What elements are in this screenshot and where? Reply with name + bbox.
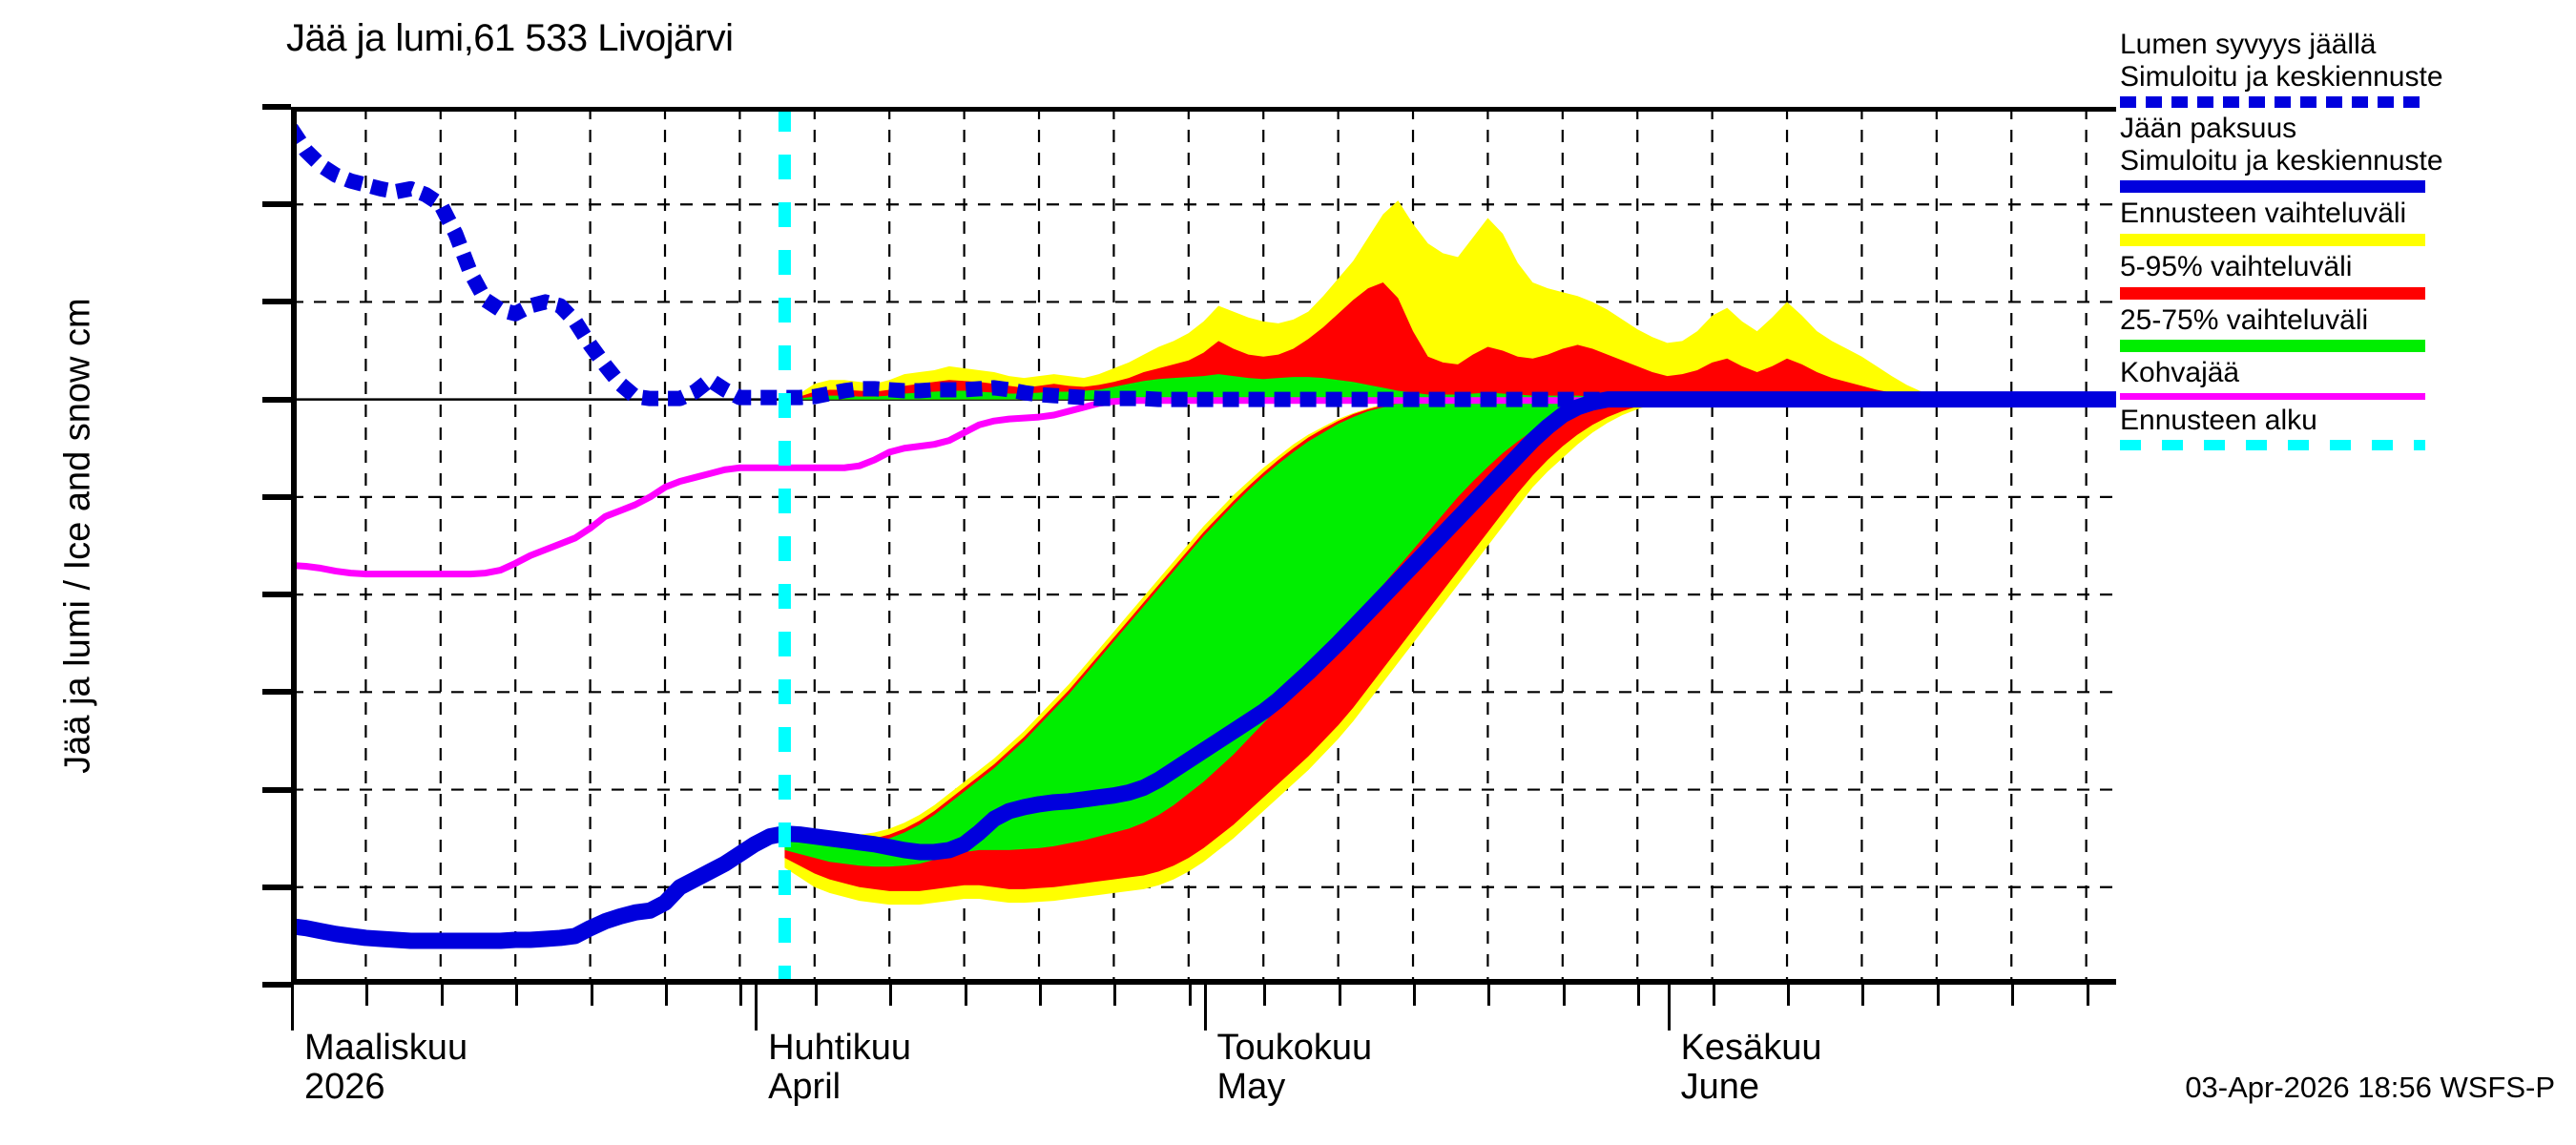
x-tick-label-en: May	[1216, 1067, 1286, 1108]
series-ice-thickness	[291, 391, 2116, 949]
band-25-75-ice	[784, 399, 1967, 867]
x-tick-mark	[1667, 985, 1671, 1030]
x-minor-tick-mark	[2011, 985, 2015, 1006]
legend-label: Kohvajää	[2120, 357, 2240, 389]
x-minor-tick-mark	[1787, 985, 1791, 1006]
legend-label: Lumen syvyys jäällä	[2120, 29, 2377, 60]
chart-canvas	[291, 107, 2116, 985]
legend-label: 25-75% vaihteluväli	[2120, 303, 2369, 336]
x-minor-tick-mark	[2086, 985, 2089, 1006]
legend-swatch-kohvajaa	[2120, 392, 2425, 400]
legend-sublabel: Simuloitu ja keskiennuste	[2120, 60, 2443, 93]
x-tick-label-en: 2026	[304, 1067, 385, 1108]
x-minor-tick-mark	[1039, 985, 1043, 1006]
x-tick-label: Huhtikuu April	[768, 1028, 912, 1108]
legend-swatch-forecast-start	[2120, 440, 2425, 451]
y-tick-mark	[262, 689, 291, 696]
x-tick-mark	[1203, 985, 1207, 1030]
x-minor-tick-mark	[665, 985, 668, 1006]
x-minor-tick-mark	[440, 985, 444, 1006]
band-5-95-snow	[784, 282, 1967, 400]
y-tick-mark	[262, 493, 291, 500]
x-minor-tick-mark	[1188, 985, 1192, 1006]
legend: Lumen syvyys jäällä Simuloitu ja keskien…	[2120, 29, 2568, 455]
legend-swatch-5-95-range	[2120, 286, 2425, 300]
y-tick-mark	[262, 104, 291, 110]
x-minor-tick-mark	[889, 985, 893, 1006]
x-minor-tick-mark	[515, 985, 519, 1006]
legend-swatch-forecast-range	[2120, 233, 2425, 246]
legend-item-forecast-start[interactable]: Ennusteen alku	[2120, 405, 2568, 451]
legend-sublabel: Simuloitu ja keskiennuste	[2120, 144, 2443, 177]
x-tick-label: Maaliskuu 2026	[304, 1028, 468, 1108]
x-tick-mark	[291, 985, 294, 1030]
y-axis-label: Jää ja lumi / Ice and snow cm	[57, 298, 98, 774]
x-tick-label: Kesäkuu June	[1680, 1028, 1822, 1108]
x-minor-tick-mark	[814, 985, 818, 1006]
y-tick-mark	[262, 299, 291, 305]
x-tick-mark	[755, 985, 758, 1030]
x-minor-tick-mark	[1113, 985, 1117, 1006]
x-minor-tick-mark	[291, 985, 294, 1006]
legend-item-forecast-range[interactable]: Ennusteen vaihteluväli	[2120, 198, 2568, 246]
x-tick-label-fi: Toukokuu	[1216, 1028, 1373, 1068]
x-minor-tick-mark	[1936, 985, 1940, 1006]
x-minor-tick-mark	[739, 985, 743, 1006]
y-tick-mark	[262, 592, 291, 598]
plot-area	[291, 107, 2116, 985]
x-tick-label-en: June	[1680, 1067, 1759, 1108]
uncertainty-bands	[784, 200, 1967, 906]
x-minor-tick-mark	[1712, 985, 1715, 1006]
legend-swatch-snow-depth	[2120, 96, 2425, 109]
x-tick-label-fi: Maaliskuu	[304, 1028, 468, 1068]
y-tick-mark	[262, 201, 291, 208]
y-tick-mark	[262, 982, 291, 988]
legend-swatch-25-75-range	[2120, 340, 2425, 353]
x-tick-label-fi: Huhtikuu	[768, 1028, 912, 1068]
page-title: Jää ja lumi,61 533 Livojärvi	[286, 17, 734, 59]
x-minor-tick-mark	[365, 985, 369, 1006]
x-minor-tick-mark	[1562, 985, 1566, 1006]
x-tick-label-fi: Kesäkuu	[1680, 1028, 1822, 1068]
x-tick-label-en: April	[768, 1067, 841, 1108]
x-minor-tick-mark	[590, 985, 593, 1006]
x-minor-tick-mark	[964, 985, 967, 1006]
legend-label: Jään paksuus	[2120, 113, 2297, 145]
x-tick-label: Toukokuu May	[1216, 1028, 1373, 1108]
y-tick-mark	[262, 884, 291, 890]
legend-item-snow-depth[interactable]: Lumen syvyys jäällä Simuloitu ja keskien…	[2120, 29, 2568, 109]
legend-label: Ennusteen alku	[2120, 404, 2317, 436]
x-minor-tick-mark	[1637, 985, 1641, 1006]
x-minor-tick-mark	[1338, 985, 1341, 1006]
series-snow-depth	[291, 124, 2116, 407]
legend-swatch-ice-thickness	[2120, 180, 2425, 194]
series-lines	[291, 124, 2116, 949]
legend-item-ice-thickness[interactable]: Jään paksuus Simuloitu ja keskiennuste	[2120, 113, 2568, 194]
y-tick-mark	[262, 396, 291, 403]
x-minor-tick-mark	[1263, 985, 1267, 1006]
x-minor-tick-mark	[1413, 985, 1417, 1006]
timestamp: 03-Apr-2026 18:56 WSFS-P	[2185, 1071, 2555, 1104]
x-minor-tick-mark	[1861, 985, 1865, 1006]
y-tick-mark	[262, 786, 291, 793]
legend-label: 5-95% vaihteluväli	[2120, 250, 2353, 282]
legend-item-5-95-range[interactable]: 5-95% vaihteluväli	[2120, 251, 2568, 300]
x-minor-tick-mark	[1487, 985, 1491, 1006]
legend-item-25-75-range[interactable]: 25-75% vaihteluväli	[2120, 304, 2568, 353]
legend-item-kohvajaa[interactable]: Kohvajää	[2120, 357, 2568, 400]
legend-label: Ennusteen vaihteluväli	[2120, 198, 2407, 230]
